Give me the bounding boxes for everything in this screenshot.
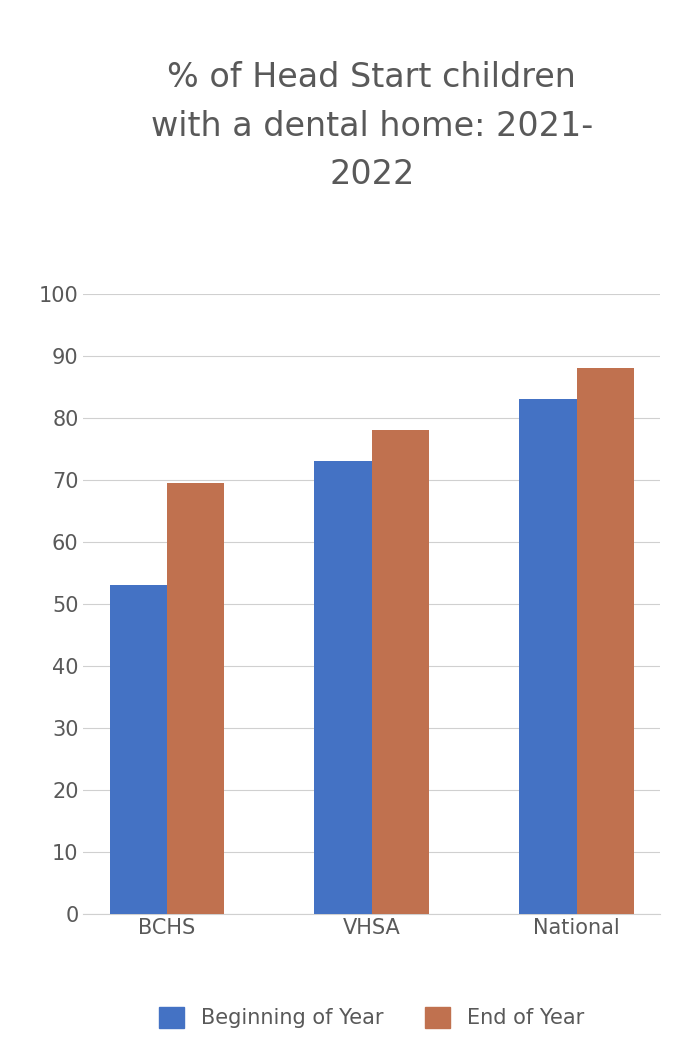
Bar	[167, 483, 224, 914]
Bar	[519, 399, 577, 914]
Bar	[372, 430, 430, 914]
Text: % of Head Start children
with a dental home: 2021-
2022: % of Head Start children with a dental h…	[151, 61, 593, 191]
Legend: Beginning of Year, End of Year: Beginning of Year, End of Year	[151, 999, 593, 1036]
Bar	[314, 461, 372, 914]
Bar	[577, 369, 634, 914]
Bar	[110, 585, 167, 914]
